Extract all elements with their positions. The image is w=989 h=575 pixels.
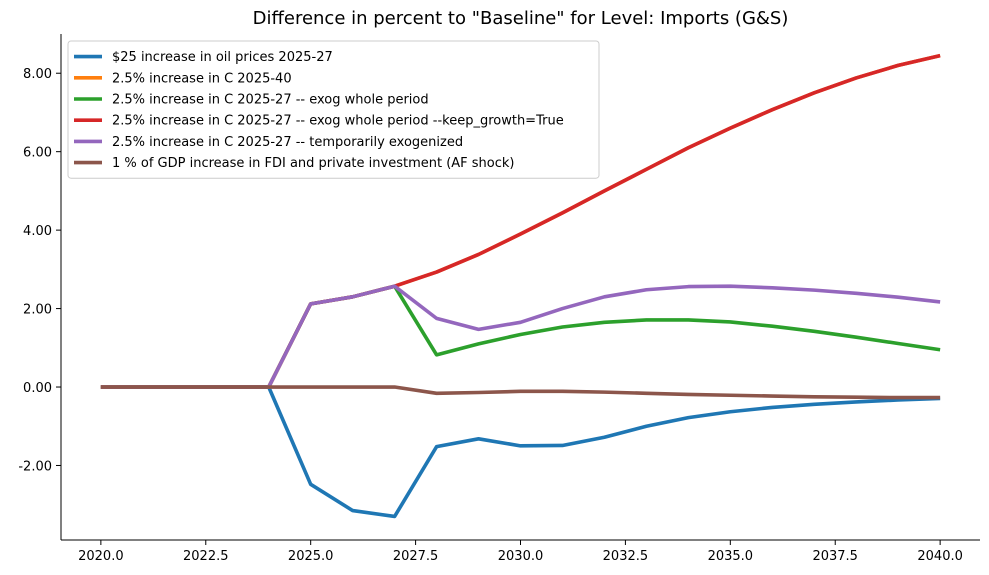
x-tick-label: 2030.0: [498, 549, 544, 564]
legend: $25 increase in oil prices 2025-27 2.5% i…: [67, 40, 600, 179]
x-tick-label: 2027.5: [393, 549, 439, 564]
legend-entry-label: 2.5% increase in C 2025-27 -- exog whole…: [112, 114, 564, 129]
series-line-5: [100, 284, 941, 389]
series-line-3: [100, 284, 941, 389]
legend-entry-label: 2.5% increase in C 2025-27 -- exog whole…: [112, 93, 429, 108]
legend-entry-label: 1 % of GDP increase in FDI and private i…: [112, 156, 515, 171]
y-tick-label: 4.00: [23, 224, 52, 239]
legend-entry-label: 2.5% increase in C 2025-27 -- temporaril…: [112, 135, 463, 150]
series-line-1: [100, 385, 941, 519]
x-tick-label: 2040.0: [917, 549, 963, 564]
y-tick-label: 2.00: [23, 303, 52, 318]
legend-entry-label: 2.5% increase in C 2025-40: [112, 71, 292, 86]
x-tick-label: 2035.0: [708, 549, 754, 564]
x-tick-label: 2020.0: [78, 549, 124, 564]
legend-box: [67, 40, 600, 179]
y-tick-label: 8.00: [23, 67, 52, 82]
legend-entry-label: $25 increase in oil prices 2025-27: [112, 50, 333, 65]
x-tick-label: 2037.5: [812, 549, 858, 564]
series-lines: [100, 53, 941, 519]
axes: 2020.0 2022.5 2025.0 2027.5 2030.0 2032.5 2035…: [18, 34, 980, 564]
chart-title: Difference in percent to "Baseline" for …: [253, 8, 789, 29]
y-tick-label: 6.00: [23, 146, 52, 161]
x-tick-label: 2032.5: [603, 549, 649, 564]
x-tick-label: 2022.5: [183, 549, 229, 564]
y-tick-label: -2.00: [18, 459, 52, 474]
series-line-6: [100, 385, 941, 400]
y-tick-label: 0.00: [23, 381, 52, 396]
x-tick-label: 2025.0: [288, 549, 334, 564]
